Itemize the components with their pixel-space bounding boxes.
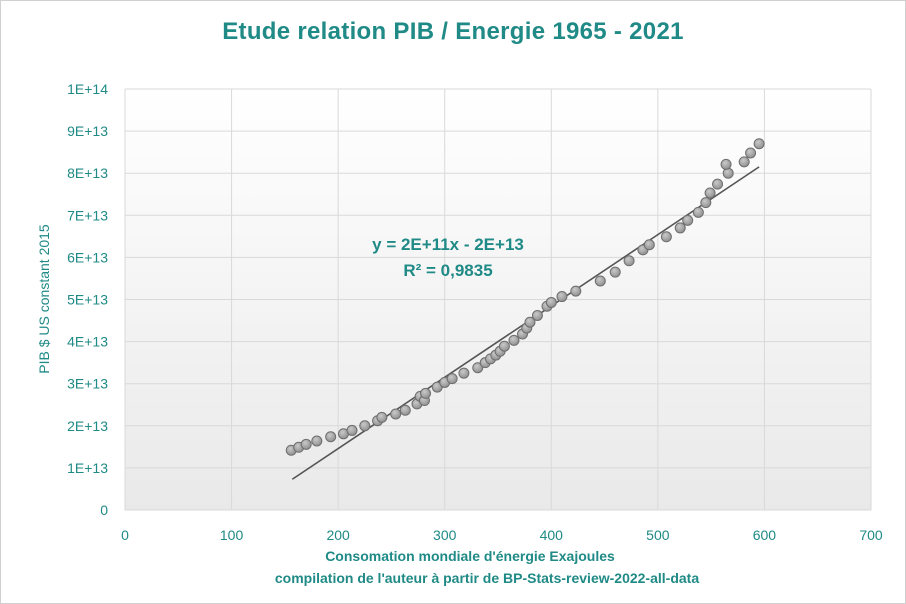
data-point [359, 420, 371, 432]
data-point [472, 362, 484, 374]
r-squared-label: R² = 0,9835 [403, 261, 492, 280]
data-point [643, 239, 655, 251]
gridlines [124, 88, 872, 511]
y-tick-labels: 0 1E+13 2E+13 3E+13 4E+13 5E+13 6E+13 7E+13 8E+1… [67, 81, 108, 518]
y-tick-label: 2E+13 [67, 418, 108, 434]
data-point [692, 206, 704, 218]
data-point [498, 340, 510, 352]
y-tick-label: 9E+13 [67, 123, 108, 139]
data-point [399, 404, 411, 416]
data-point [311, 435, 323, 447]
data-points [285, 138, 765, 456]
y-tick-label: 5E+13 [67, 292, 108, 308]
x-tick-labels: 0 100 200 300 400 500 600 700 [121, 527, 883, 543]
trendline-equation: y = 2E+11x - 2E+13 [372, 235, 524, 254]
data-point [458, 367, 470, 379]
x-tick-label: 600 [753, 527, 777, 543]
y-tick-label: 7E+13 [67, 207, 108, 223]
x-tick-label: 100 [220, 527, 244, 543]
data-point [390, 408, 402, 420]
x-tick-label: 700 [859, 527, 883, 543]
y-tick-label: 8E+13 [67, 165, 108, 181]
data-point [570, 285, 582, 297]
data-point [524, 316, 536, 328]
data-point [300, 438, 312, 450]
data-point [720, 158, 732, 170]
data-point [753, 138, 765, 150]
data-point [508, 334, 520, 346]
y-tick-label: 4E+13 [67, 334, 108, 350]
data-point [660, 231, 672, 243]
data-point [420, 387, 432, 399]
chart-title: Etude relation PIB / Energie 1965 - 2021 [222, 18, 684, 45]
data-point [531, 309, 543, 321]
data-point [346, 424, 358, 436]
data-point [556, 291, 568, 303]
y-tick-label: 3E+13 [67, 376, 108, 392]
data-point [682, 214, 694, 226]
data-point [712, 178, 724, 190]
data-point [325, 431, 337, 443]
data-point [738, 156, 750, 168]
y-tick-label: 1E+14 [67, 81, 108, 97]
data-point [674, 222, 686, 234]
data-point [376, 411, 388, 423]
y-axis-title: PIB $ US constant 2015 [36, 224, 52, 374]
x-axis-title: Consomation mondiale d'énergie Exajoules [325, 548, 615, 564]
data-point [745, 147, 757, 159]
x-tick-label: 0 [121, 527, 129, 543]
data-point [545, 296, 557, 308]
y-tick-label: 1E+13 [67, 460, 108, 476]
x-tick-label: 400 [540, 527, 564, 543]
data-point [623, 255, 635, 267]
data-point [609, 266, 621, 278]
x-tick-label: 300 [433, 527, 457, 543]
data-point [722, 167, 734, 179]
x-tick-label: 500 [646, 527, 670, 543]
x-tick-label: 200 [326, 527, 350, 543]
data-point [446, 373, 458, 385]
x-axis-subtitle: compilation de l'auteur à partir de BP-S… [275, 570, 699, 586]
y-tick-label: 0 [100, 502, 108, 518]
data-point [704, 187, 716, 199]
data-point [700, 197, 712, 209]
y-tick-label: 6E+13 [67, 249, 108, 265]
data-point [594, 275, 606, 287]
